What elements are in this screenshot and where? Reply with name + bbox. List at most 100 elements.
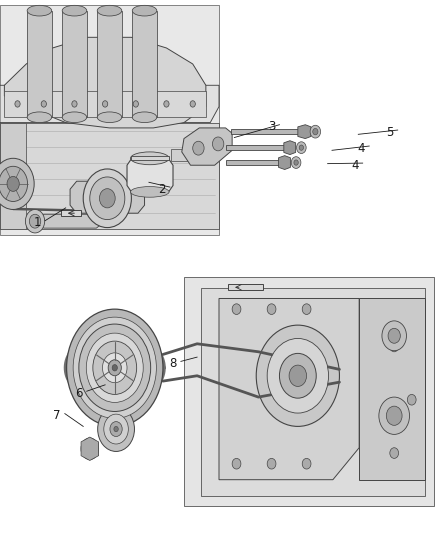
Text: 7: 7	[53, 409, 61, 422]
Circle shape	[310, 125, 321, 138]
Circle shape	[72, 101, 77, 107]
Text: 4: 4	[357, 142, 365, 155]
Polygon shape	[279, 156, 290, 169]
Polygon shape	[298, 125, 311, 139]
Circle shape	[112, 365, 117, 371]
Circle shape	[382, 321, 406, 351]
Circle shape	[190, 101, 195, 107]
Ellipse shape	[62, 5, 87, 16]
Polygon shape	[0, 123, 219, 229]
Polygon shape	[35, 214, 105, 228]
Polygon shape	[0, 85, 219, 123]
Polygon shape	[228, 284, 263, 290]
Circle shape	[133, 101, 138, 107]
Text: 1: 1	[33, 216, 41, 229]
Polygon shape	[4, 91, 206, 117]
Ellipse shape	[27, 5, 52, 16]
Text: 6: 6	[75, 387, 83, 400]
Circle shape	[299, 145, 304, 150]
Polygon shape	[4, 37, 206, 128]
Polygon shape	[219, 298, 359, 480]
Circle shape	[267, 458, 276, 469]
Circle shape	[256, 325, 339, 426]
Polygon shape	[27, 11, 52, 117]
Circle shape	[379, 397, 410, 434]
Circle shape	[15, 101, 20, 107]
Circle shape	[193, 141, 204, 155]
Circle shape	[267, 304, 276, 314]
Circle shape	[102, 353, 127, 383]
Polygon shape	[0, 123, 26, 229]
Circle shape	[114, 426, 118, 432]
Circle shape	[41, 101, 46, 107]
Ellipse shape	[132, 112, 157, 123]
Text: 2: 2	[158, 183, 166, 196]
Polygon shape	[81, 437, 99, 461]
Circle shape	[386, 406, 402, 425]
Circle shape	[102, 101, 108, 107]
Circle shape	[267, 338, 328, 413]
Circle shape	[388, 328, 400, 343]
Polygon shape	[127, 159, 173, 192]
Polygon shape	[0, 266, 438, 533]
Circle shape	[291, 157, 301, 168]
Circle shape	[297, 142, 306, 154]
Circle shape	[0, 166, 28, 201]
Polygon shape	[226, 160, 279, 165]
Text: 3: 3	[268, 120, 275, 133]
Polygon shape	[359, 298, 425, 480]
Polygon shape	[61, 210, 81, 216]
Circle shape	[232, 458, 241, 469]
Circle shape	[302, 458, 311, 469]
Circle shape	[164, 101, 169, 107]
Circle shape	[104, 414, 128, 444]
Ellipse shape	[97, 112, 122, 123]
Circle shape	[279, 353, 316, 398]
Circle shape	[81, 438, 99, 459]
Ellipse shape	[131, 187, 169, 197]
Polygon shape	[131, 156, 169, 160]
Circle shape	[98, 407, 134, 451]
Polygon shape	[284, 141, 296, 155]
Circle shape	[108, 360, 121, 376]
Polygon shape	[184, 277, 434, 506]
Circle shape	[390, 341, 399, 352]
Text: 5: 5	[386, 126, 393, 139]
Circle shape	[407, 394, 416, 405]
Polygon shape	[231, 129, 298, 134]
Polygon shape	[0, 5, 219, 235]
Circle shape	[294, 160, 298, 165]
Circle shape	[232, 304, 241, 314]
Polygon shape	[171, 149, 193, 161]
Ellipse shape	[131, 152, 169, 165]
Circle shape	[390, 448, 399, 458]
Polygon shape	[226, 145, 285, 150]
Circle shape	[25, 209, 45, 233]
Circle shape	[0, 158, 34, 209]
Circle shape	[83, 169, 131, 228]
Text: 8: 8	[170, 357, 177, 370]
Polygon shape	[182, 128, 232, 165]
Ellipse shape	[132, 5, 157, 16]
Circle shape	[99, 189, 115, 208]
Circle shape	[29, 214, 41, 228]
Circle shape	[110, 422, 122, 437]
Circle shape	[7, 176, 19, 191]
Circle shape	[79, 324, 151, 411]
Polygon shape	[132, 11, 157, 117]
Ellipse shape	[62, 112, 87, 123]
Circle shape	[289, 365, 307, 386]
Circle shape	[212, 137, 224, 151]
Polygon shape	[62, 11, 87, 117]
Circle shape	[73, 317, 156, 418]
Circle shape	[302, 304, 311, 314]
Circle shape	[90, 177, 125, 220]
Circle shape	[86, 333, 143, 402]
Polygon shape	[70, 181, 145, 213]
Polygon shape	[82, 442, 98, 455]
Circle shape	[313, 128, 318, 135]
Circle shape	[93, 341, 137, 394]
Circle shape	[67, 309, 163, 426]
Text: 4: 4	[351, 159, 359, 172]
Polygon shape	[0, 0, 438, 256]
